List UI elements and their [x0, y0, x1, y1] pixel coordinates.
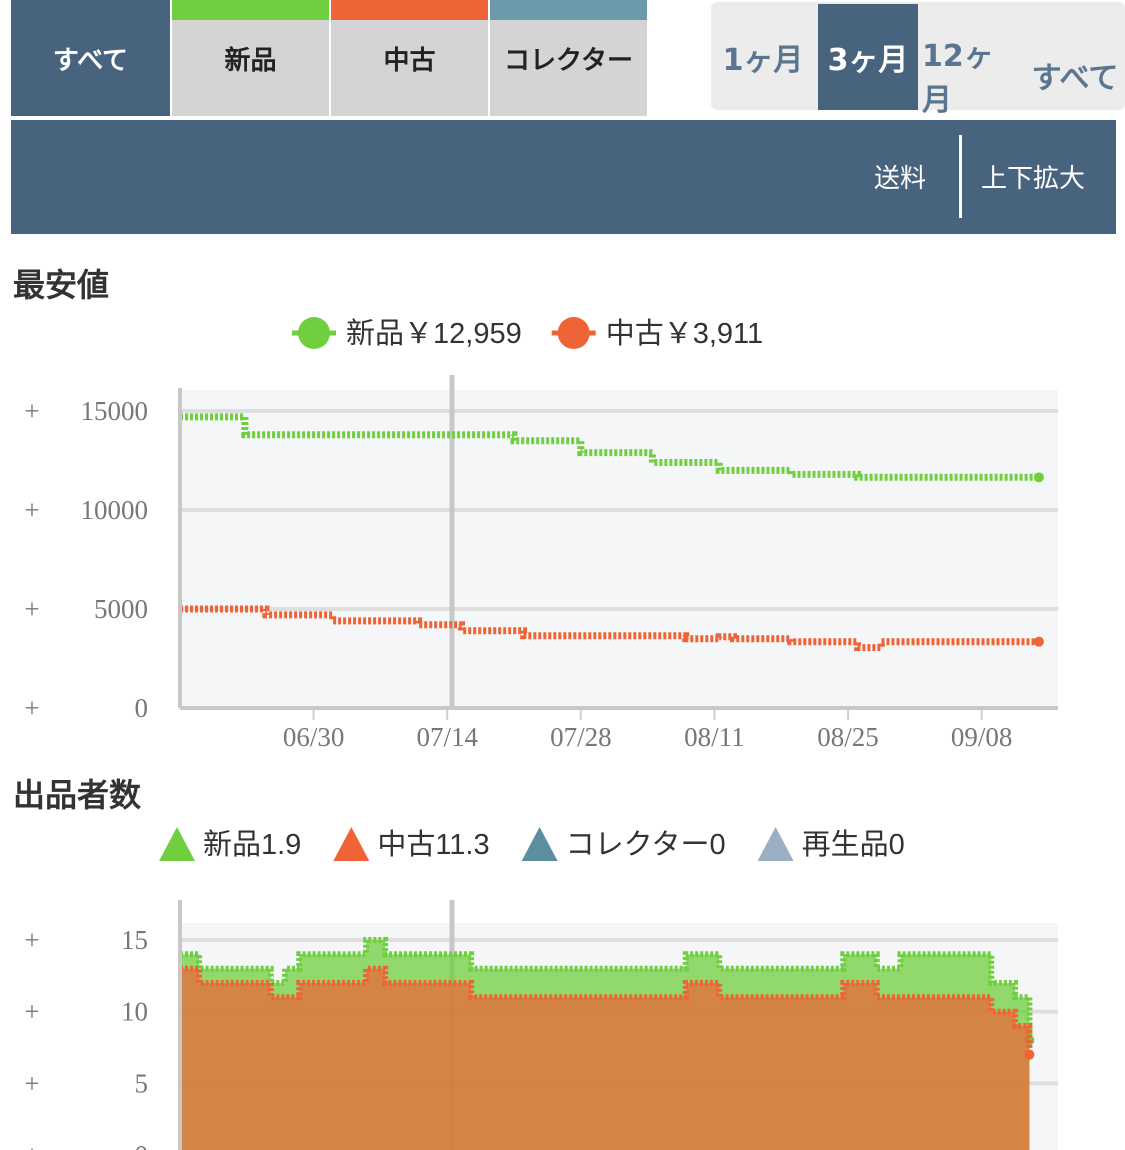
range-3-months[interactable]: 3ヶ月 — [818, 4, 918, 110]
legend-marker-1 — [333, 827, 370, 861]
sellers-chart-title: 出品者数 — [13, 776, 142, 814]
y-tick-plus-10000: + — [24, 495, 39, 525]
price-line-0 — [180, 413, 1039, 481]
y-tick-label-10: 10 — [121, 997, 148, 1027]
x-tick-label-2: 07/28 — [550, 722, 612, 752]
tab-label: 中古 — [383, 45, 436, 76]
range-label: 12ヶ月 — [922, 39, 994, 118]
y-tick-plus-0: + — [24, 1140, 39, 1150]
tab-used-stripe — [331, 0, 488, 20]
x-tick-label-1: 07/14 — [416, 722, 478, 752]
legend-label-3: 再生品0 — [802, 828, 905, 861]
range-1-month[interactable]: 1ヶ月 — [713, 4, 813, 110]
vertical-zoom-button[interactable]: 上下拡大 — [981, 164, 1086, 194]
tab-collector-stripe — [490, 0, 647, 20]
tab-label: すべて — [52, 45, 129, 76]
legend-marker-0 — [159, 827, 195, 861]
y-tick-plus-15000: + — [24, 396, 39, 426]
legend-marker-1 — [557, 317, 590, 349]
range-selector: 1ヶ月 3ヶ月 12ヶ月 すべて — [711, 2, 1125, 118]
y-tick-label-15: 15 — [121, 925, 148, 955]
y-tick-label-0: 0 — [135, 693, 149, 723]
y-tick-plus-5000: + — [24, 594, 39, 624]
price-chart-title: 最安値 — [13, 266, 110, 304]
sellers-chart: 新品1.9 中古11.3 コレクター0 再生品0 +0 +5 +10 +15 — [24, 827, 1058, 1150]
x-tick-label-4: 08/25 — [817, 722, 879, 752]
price-end-point-0 — [1033, 472, 1044, 483]
chart-toolbar: 送料 上下拡大 — [11, 120, 1116, 234]
y-tick-plus-5: + — [24, 1068, 39, 1098]
x-tick-label-3: 08/11 — [684, 722, 745, 752]
range-label: すべて — [1031, 61, 1119, 96]
legend-label-1: 中古￥3,911 — [606, 317, 763, 350]
y-tick-label-0: 0 — [135, 1140, 149, 1150]
tab-label: コレクター — [504, 45, 633, 76]
x-tick-label-5: 09/08 — [951, 722, 1013, 752]
y-tick-plus-15: + — [24, 925, 39, 955]
tab-new-stripe — [172, 0, 329, 20]
y-tick-label-10000: 10000 — [81, 495, 149, 525]
toolbar-divider — [959, 135, 962, 218]
y-tick-label-5000: 5000 — [94, 594, 148, 624]
range-12-months[interactable]: 12ヶ月 — [922, 4, 1021, 118]
price-end-point-1 — [1033, 636, 1044, 647]
seller-end-point-0 — [1024, 1049, 1035, 1060]
plot-area — [180, 390, 1058, 708]
legend-label-0: 新品￥12,959 — [346, 317, 522, 350]
price-line-1 — [180, 605, 1039, 652]
legend-marker-3 — [757, 827, 794, 861]
y-tick-label-5: 5 — [135, 1068, 149, 1098]
y-tick-label-15000: 15000 — [81, 396, 149, 426]
tab-used[interactable]: 中古 — [331, 0, 488, 116]
y-tick-plus-10: + — [24, 997, 39, 1027]
range-label: 1ヶ月 — [722, 43, 804, 78]
price-chart: 新品￥12,959 中古￥3,911 + 0 + 5000 + 10000 + 15000 06/3… — [24, 317, 1058, 752]
y-tick-plus-0: + — [24, 693, 39, 723]
range-all[interactable]: すべて — [1025, 4, 1125, 110]
x-tick-label-0: 06/30 — [283, 722, 345, 752]
legend-label-0: 新品1.9 — [203, 828, 301, 861]
legend-marker-2 — [521, 827, 558, 861]
seller-area-0 — [180, 968, 1030, 1150]
seller-line-1 — [180, 937, 1033, 1041]
shipping-toggle-button[interactable]: 送料 — [874, 164, 927, 194]
tab-label: 新品 — [224, 45, 277, 76]
legend-marker-0 — [298, 317, 330, 349]
seller-line-0 — [180, 965, 1033, 1055]
tab-collector[interactable]: コレクター — [490, 0, 647, 116]
tab-new[interactable]: 新品 — [172, 0, 329, 116]
range-label: 3ヶ月 — [827, 43, 909, 78]
legend-label-2: コレクター0 — [566, 829, 726, 861]
legend-label-1: 中古11.3 — [377, 828, 489, 861]
tab-all[interactable]: すべて — [11, 0, 170, 116]
